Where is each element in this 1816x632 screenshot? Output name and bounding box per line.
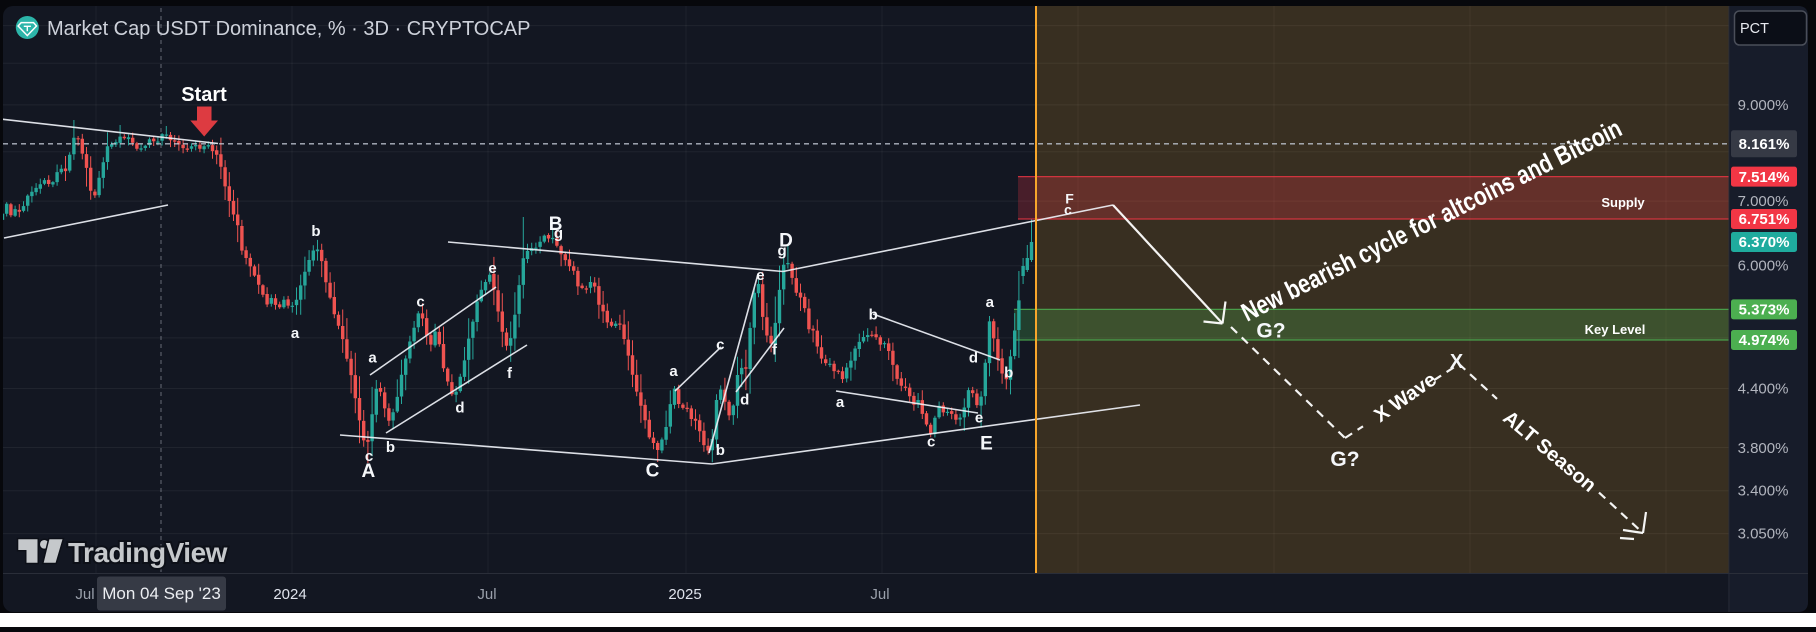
svg-text:Supply: Supply [1601,195,1645,210]
svg-text:c: c [416,294,424,311]
svg-text:E: E [980,434,993,455]
svg-text:Jul: Jul [477,586,496,603]
svg-text:Key Level: Key Level [1585,322,1646,337]
svg-text:D: D [779,231,793,252]
svg-text:Market Cap USDT Dominance, % ·: Market Cap USDT Dominance, % · 3D · CRYP… [47,18,530,40]
svg-text:c: c [1064,202,1072,218]
svg-text:X: X [1450,351,1464,373]
svg-text:a: a [368,350,377,367]
svg-text:b: b [869,307,878,324]
svg-text:6.751%: 6.751% [1739,211,1790,228]
svg-text:c: c [365,448,373,465]
svg-text:C: C [646,461,660,482]
svg-text:a: a [986,294,995,311]
svg-text:a: a [669,363,678,380]
svg-text:f: f [507,365,513,382]
svg-text:2024: 2024 [273,586,306,603]
svg-text:Start: Start [181,84,227,106]
svg-text:c: c [716,336,724,353]
svg-text:9.000%: 9.000% [1738,97,1789,114]
svg-text:6.000%: 6.000% [1738,258,1789,275]
svg-text:d: d [969,349,978,366]
svg-text:F: F [1065,190,1074,206]
svg-text:Jul: Jul [870,586,889,603]
svg-text:Jul: Jul [75,586,94,603]
svg-text:g: g [778,243,787,260]
svg-text:G?: G? [1256,320,1285,343]
svg-text:B: B [549,214,563,235]
svg-text:PCT: PCT [1740,21,1769,37]
svg-text:e: e [756,267,764,284]
svg-text:4.400%: 4.400% [1738,381,1789,398]
svg-text:b: b [386,439,395,456]
svg-text:TradingView: TradingView [68,537,228,568]
svg-text:7.514%: 7.514% [1739,169,1790,186]
svg-text:g: g [554,225,563,242]
svg-text:5.373%: 5.373% [1739,302,1790,319]
svg-text:3.800%: 3.800% [1738,440,1789,457]
svg-text:2025: 2025 [668,586,701,603]
svg-text:c: c [927,433,935,450]
svg-text:3.400%: 3.400% [1738,483,1789,500]
svg-text:a: a [291,325,300,342]
svg-text:d: d [455,399,464,416]
svg-text:e: e [488,260,496,277]
svg-text:b: b [716,442,725,459]
svg-text:3.050%: 3.050% [1738,526,1789,543]
svg-text:b: b [1004,365,1013,382]
svg-text:7.000%: 7.000% [1738,193,1789,210]
svg-text:G?: G? [1330,448,1359,471]
svg-text:d: d [740,392,749,409]
svg-text:a: a [836,394,845,411]
svg-text:f: f [772,342,778,359]
svg-text:e: e [975,410,983,427]
svg-text:Mon 04 Sep '23: Mon 04 Sep '23 [102,584,221,603]
svg-text:b: b [311,223,320,240]
svg-text:4.974%: 4.974% [1739,332,1790,349]
svg-text:8.161%: 8.161% [1739,136,1790,153]
svg-text:6.370%: 6.370% [1739,234,1790,251]
svg-text:A: A [362,461,376,482]
